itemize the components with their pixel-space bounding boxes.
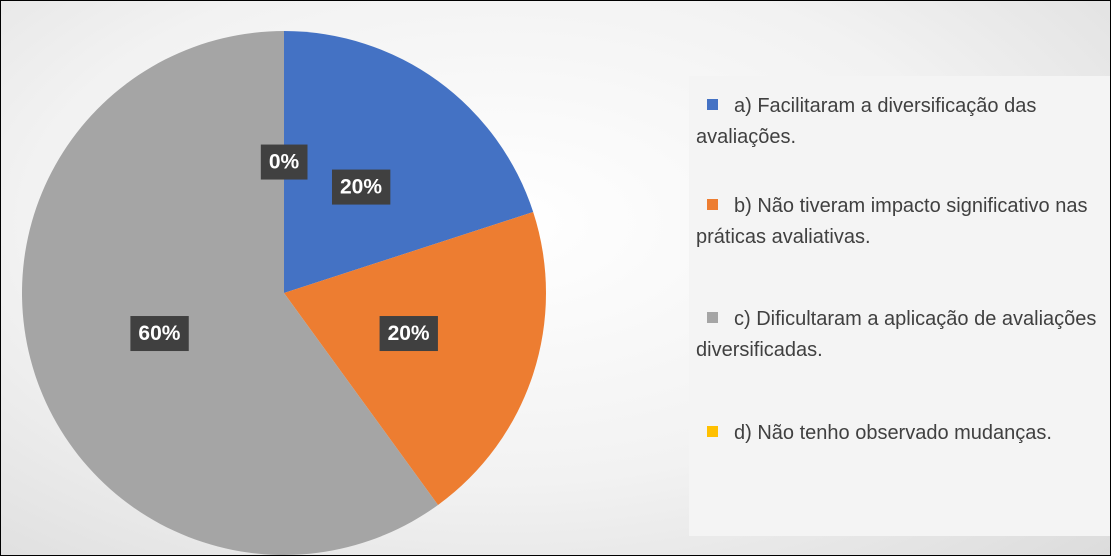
legend-label: a) Facilitaram a diversificação das aval…	[696, 95, 1037, 148]
data-label-box	[379, 316, 438, 352]
legend-entry: d) Não tenho observado mudanças.	[696, 418, 1101, 449]
legend-entry: b) Não tiveram impacto significativo nas…	[696, 191, 1101, 253]
data-label-text: 0%	[269, 151, 300, 174]
legend-marker	[707, 99, 718, 110]
data-label-box	[260, 144, 308, 180]
data-label: 20%	[379, 316, 438, 352]
legend-label: d) Não tenho observado mudanças.	[734, 422, 1052, 444]
legend-label: b) Não tiveram impacto significativo nas…	[696, 195, 1088, 248]
legend-entry: c) Dificultaram a aplicação de avaliaçõe…	[696, 304, 1101, 366]
legend-marker	[707, 312, 718, 323]
data-label: 60%	[130, 316, 189, 352]
pie-slice	[284, 212, 547, 505]
data-label-text: 20%	[340, 176, 382, 199]
legend-marker	[707, 199, 718, 210]
data-label: 20%	[331, 169, 391, 205]
legend: a) Facilitaram a diversificação das aval…	[689, 76, 1110, 536]
pie-slice	[21, 31, 438, 555]
data-label-box	[130, 316, 189, 352]
data-label-text: 20%	[388, 322, 430, 345]
data-label: 0%	[260, 144, 308, 180]
legend-label: c) Dificultaram a aplicação de avaliaçõe…	[696, 308, 1097, 361]
data-label-box	[331, 169, 391, 205]
pie-slice	[284, 31, 534, 293]
legend-marker	[707, 426, 718, 437]
data-label-text: 60%	[138, 322, 180, 345]
legend-entry: a) Facilitaram a diversificação das aval…	[696, 91, 1101, 153]
